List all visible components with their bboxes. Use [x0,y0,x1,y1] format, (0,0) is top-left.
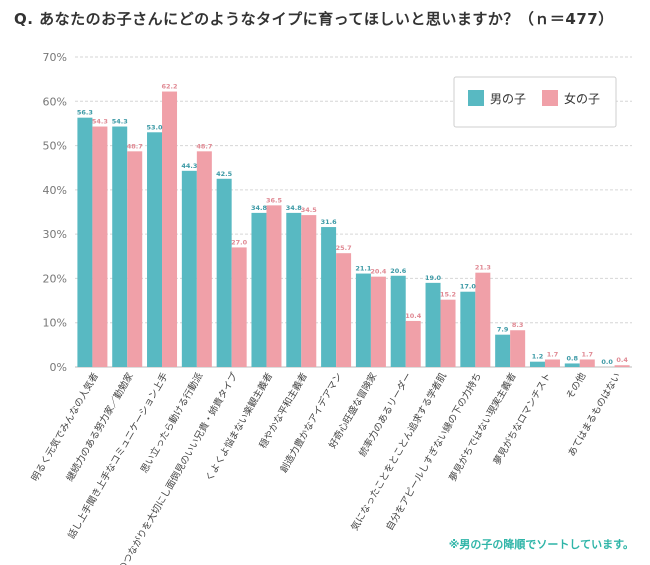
legend-label-girl: 女の子 [564,91,600,106]
bar-girl [475,272,491,367]
y-tick-label: 50% [43,140,67,153]
bar-boy [321,227,337,367]
x-tick-label: 創造力豊かなアイデアマン [278,371,345,475]
data-label-boy: 17.0 [460,283,477,291]
chart-question-title: Q. あなたのお子さんにどのようなタイプに育ってほしいと思いますか？（ｎ＝477… [14,10,614,28]
bar-girl [440,299,456,367]
x-tick-label: 夢見がちではない現実主義者 [447,371,519,484]
bar-girl [301,215,317,367]
bar-boy [460,291,476,367]
bar-girl [510,330,526,367]
bar-girl [92,126,108,368]
y-tick-label: 70% [43,51,67,64]
bar-boy [529,361,545,367]
legend-box [453,76,617,128]
data-label-boy: 34.8 [286,204,303,212]
bar-girl [614,365,630,367]
data-label-boy: 34.8 [251,204,268,212]
data-label-boy: 44.3 [181,162,197,170]
bar-girl [127,151,143,367]
x-tick-label: その他 [564,370,589,401]
bar-boy [495,334,511,367]
bar-girl [370,276,386,367]
data-label-boy: 20.6 [390,267,407,275]
bar-boy [77,117,93,368]
bar-girl [336,253,352,367]
data-label-boy: 31.6 [321,218,338,226]
y-tick-label: 60% [43,95,67,108]
bar-girl [579,359,595,367]
bars [77,91,630,368]
bar-girl [162,91,178,368]
data-label-girl: 1.7 [582,350,594,358]
data-label-girl: 15.2 [440,291,456,299]
sort-footnote: ※男の子の降順でソートしています。 [448,538,634,551]
bar-boy [425,282,441,367]
y-axis-ticks: 0% 10% 20% 30% 40% 50% 60% 70% [43,51,67,374]
data-label-boy: 0.0 [601,358,613,366]
y-tick-label: 30% [43,228,67,241]
y-tick-label: 20% [43,272,67,285]
bar-boy [147,132,163,367]
legend-label-boy: 男の子 [490,92,526,106]
data-label-girl: 48.7 [127,142,143,150]
data-label-girl: 34.5 [301,206,318,214]
bar-boy [181,170,197,367]
data-label-boy: 0.8 [567,354,579,362]
data-label-girl: 0.4 [616,356,628,364]
legend-swatch-boy [468,90,484,106]
data-label-boy: 56.3 [77,109,93,117]
data-label-girl: 25.7 [336,244,352,252]
bar-girl [405,320,421,367]
data-label-girl: 27.0 [231,238,248,246]
bar-boy [564,363,580,367]
bar-boy [216,178,232,367]
bar-boy [286,212,302,367]
y-tick-label: 10% [43,317,67,330]
data-label-girl: 54.3 [92,118,108,126]
data-label-boy: 21.1 [355,265,372,273]
bar-girl [544,359,560,367]
data-label-girl: 21.3 [475,264,491,272]
data-label-girl: 20.4 [370,268,387,276]
data-label-girl: 62.2 [162,83,178,91]
y-tick-label: 0% [50,361,67,374]
bar-girl [231,247,247,367]
legend: 男の子 女の子 [453,76,617,128]
data-label-girl: 48.7 [196,142,212,150]
bar-boy [390,275,406,367]
bar-boy [251,212,267,367]
data-label-boy: 7.9 [497,326,509,334]
bar-girl [266,205,282,367]
bar-boy [112,126,128,368]
data-label-girl: 8.3 [512,321,524,329]
data-label-boy: 1.2 [532,353,544,361]
data-label-girl: 1.7 [547,350,559,358]
legend-swatch-girl [542,90,558,106]
y-tick-label: 40% [43,184,67,197]
data-label-boy: 54.3 [112,118,128,126]
bar-girl [196,151,212,367]
data-label-boy: 42.5 [216,170,233,178]
x-tick-label: 明るく元気でみんなの人気者 [29,371,101,484]
x-tick-label: 継続力のある努力家／勤勉家 [64,370,136,483]
data-labels: 56.354.3 54.348.753.062.244.348.742.527.0… [77,83,628,366]
x-tick-label: くよくよ悩まない楽観主義者 [203,371,275,484]
data-label-girl: 10.4 [405,312,422,320]
x-tick-label: 思い立ったら動ける行動派 [138,370,206,475]
data-label-boy: 53.0 [147,123,164,131]
bar-boy [355,273,371,367]
data-label-girl: 36.5 [266,196,283,204]
data-label-boy: 19.0 [425,274,442,282]
